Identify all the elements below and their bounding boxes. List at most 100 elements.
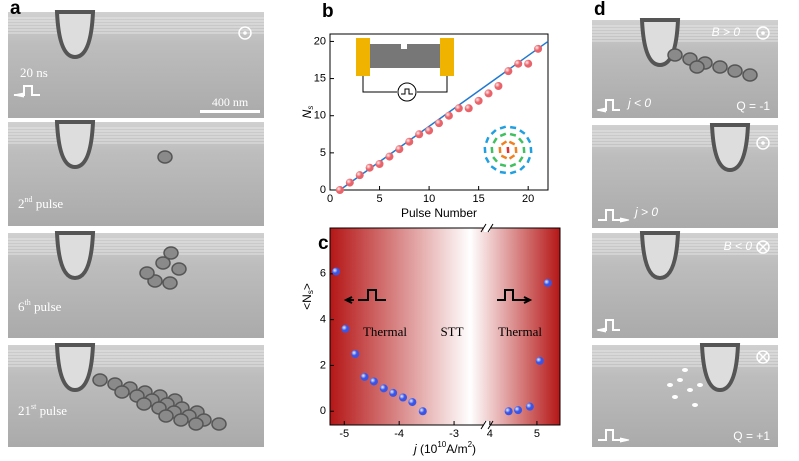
highlight	[484, 89, 493, 98]
highlight	[474, 96, 483, 105]
notch	[639, 231, 681, 281]
spin-arrow	[508, 154, 516, 160]
skyrmion	[727, 64, 743, 78]
x-axis-label: )	[472, 442, 476, 456]
field-out-icon	[238, 26, 252, 40]
skyrmion	[173, 413, 189, 427]
highlight	[535, 356, 544, 365]
highlight	[454, 104, 463, 113]
y-tick-label: 5	[320, 147, 326, 159]
highlight	[341, 324, 350, 333]
highlight	[395, 145, 404, 154]
highlight	[365, 163, 374, 172]
notch	[54, 343, 96, 393]
spin-arrow	[518, 137, 524, 144]
highlight	[425, 126, 434, 135]
y-axis-label: N	[300, 109, 314, 118]
micrograph	[592, 125, 778, 228]
skyrmion	[157, 150, 173, 164]
highlight	[525, 402, 534, 411]
highlight	[415, 130, 424, 139]
highlight	[385, 152, 394, 161]
skyrmion	[92, 373, 108, 387]
y-axis-label: <Ns>	[300, 283, 315, 310]
field-out-icon	[756, 26, 770, 40]
highlight	[514, 59, 523, 68]
y-axis-label: >	[300, 283, 314, 290]
current-label: j < 0	[626, 96, 651, 110]
y-axis-label: s	[306, 106, 315, 110]
arrow-icon	[619, 217, 630, 223]
highlight	[514, 406, 523, 415]
region-label: STT	[440, 324, 463, 339]
arrow-icon	[520, 296, 533, 304]
x-tick-label: -5	[339, 428, 349, 440]
scale-bar-label: 400 nm	[212, 95, 249, 109]
notch	[54, 10, 96, 60]
axis-break-gap	[484, 224, 490, 232]
arrow-icon	[343, 296, 354, 304]
highlight	[405, 137, 414, 146]
skyrmion	[682, 368, 688, 372]
notch	[699, 343, 741, 393]
spin-arrow	[509, 132, 517, 137]
highlight	[335, 186, 344, 194]
spin-arrow	[485, 136, 490, 144]
highlight	[534, 44, 543, 53]
skyrmion	[171, 262, 187, 276]
notch	[709, 123, 751, 173]
skyrmion	[188, 417, 204, 431]
y-tick-label: 6	[320, 268, 326, 280]
highlight	[332, 267, 341, 276]
micrograph	[8, 122, 264, 226]
highlight	[418, 407, 427, 416]
x-tick-label: 15	[473, 193, 485, 205]
skyrmion	[162, 276, 178, 290]
y-tick-label: 2	[320, 359, 326, 371]
spin-arrow	[526, 156, 531, 164]
x-tick-label: 10	[423, 193, 435, 205]
axis-break	[480, 223, 494, 233]
x-tick-label: -3	[449, 428, 459, 440]
field-out-icon	[756, 136, 770, 150]
y-tick-label: 0	[320, 405, 326, 417]
scale-bar	[200, 110, 260, 113]
field-label: B > 0	[712, 25, 741, 39]
skyrmion	[158, 409, 174, 423]
y-tick-label: 10	[314, 110, 326, 122]
highlight	[360, 372, 369, 381]
spin-arrow	[508, 140, 516, 146]
charge-label: Q = +1	[733, 429, 770, 443]
field-out-icon	[761, 31, 765, 35]
field-in-icon	[758, 242, 768, 252]
skyrmion	[742, 68, 758, 82]
field-in-icon	[756, 350, 770, 364]
notch	[54, 231, 96, 281]
arrow-icon	[596, 327, 607, 333]
spin-arrow	[492, 137, 498, 144]
x-axis-label: (10	[417, 442, 438, 456]
pulse-icon	[598, 209, 627, 221]
axis-break	[480, 420, 494, 430]
skyrmion	[677, 378, 683, 382]
field-label: B < 0	[724, 239, 753, 253]
highlight	[351, 349, 360, 358]
spin-arrow	[519, 129, 526, 135]
caption: 6th pulse	[18, 298, 62, 314]
highlight	[504, 407, 513, 416]
pulse-icon	[497, 289, 522, 301]
x-tick-label: 0	[327, 193, 333, 205]
x-tick-label: 4	[487, 428, 493, 440]
skyrmion	[712, 60, 728, 74]
x-tick-label: 5	[376, 193, 382, 205]
skyrmion	[211, 417, 227, 431]
x-axis-label: j (1010A/m2)	[412, 440, 476, 456]
highlight	[543, 278, 552, 287]
spin-arrow	[499, 125, 507, 130]
skyrmion	[667, 383, 673, 387]
spin-arrow	[509, 125, 517, 130]
spin-arrow	[518, 156, 524, 163]
x-tick-label: 20	[522, 193, 534, 205]
